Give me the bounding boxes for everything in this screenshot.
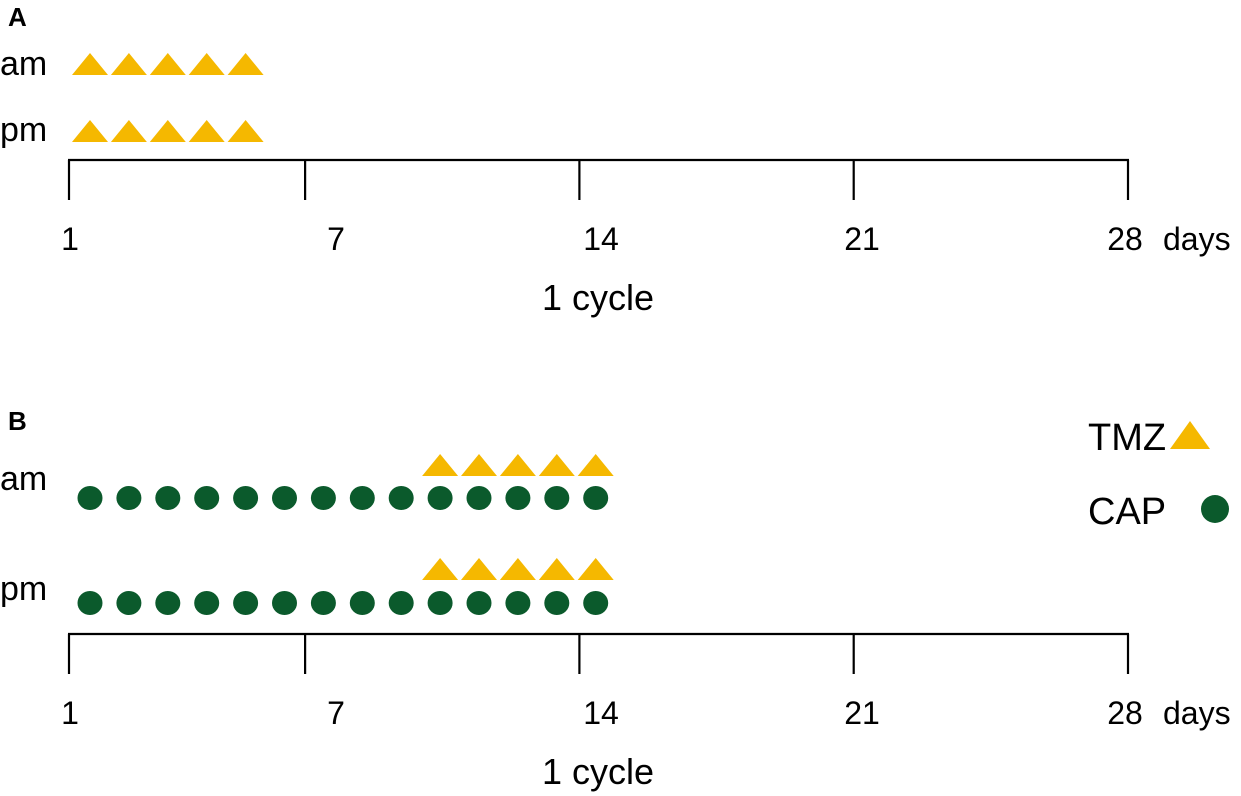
cap-dose-day-6 — [272, 486, 297, 510]
legend-tmz-triangle-icon — [1170, 421, 1210, 449]
tick-label-1: 1 — [61, 695, 79, 731]
panel-b-am-marks — [77, 454, 614, 510]
panel-a-timeline-axis — [67, 158, 1130, 200]
cap-dose-day-1 — [77, 591, 103, 615]
tmz-dose-day-11 — [461, 558, 497, 580]
tmz-dose-day-13 — [538, 558, 575, 580]
tmz-dose-day-3 — [149, 53, 186, 75]
panel-a: A am pm 1 7 14 21 28 days 1 cycle — [0, 2, 1231, 318]
cap-dose-day-13 — [544, 591, 570, 615]
tmz-dose-day-5 — [227, 120, 264, 142]
cap-dose-day-2 — [116, 486, 142, 510]
axis-unit-days: days — [1163, 695, 1231, 731]
tick-label-14: 14 — [583, 221, 619, 257]
tmz-dose-day-14 — [577, 454, 614, 476]
cap-dose-day-11 — [466, 486, 492, 510]
tick-label-21: 21 — [844, 695, 880, 731]
cap-dose-day-7 — [310, 591, 336, 615]
tmz-dose-day-11 — [461, 454, 497, 476]
panel-b-timeline-axis — [67, 632, 1130, 674]
panel-b: B am pm 1 7 14 21 28 days 1 cycle — [0, 406, 1231, 792]
cap-dose-day-8 — [349, 591, 375, 615]
legend-cap-circle-icon — [1201, 495, 1229, 523]
cap-dose-day-2 — [116, 591, 142, 615]
panel-a-pm-marks — [72, 120, 264, 142]
cap-dose-day-3 — [155, 486, 181, 510]
row-label-am: am — [0, 45, 47, 83]
tmz-dose-day-4 — [188, 120, 225, 142]
tick-label-14: 14 — [583, 695, 619, 731]
cap-dose-day-4 — [194, 486, 220, 510]
cap-dose-day-9 — [388, 486, 414, 510]
panel-a-am-marks — [72, 53, 264, 75]
cycle-caption: 1 cycle — [542, 751, 654, 792]
tmz-dose-day-2 — [110, 120, 147, 142]
cap-dose-day-11 — [466, 591, 492, 615]
cycle-caption: 1 cycle — [542, 277, 654, 318]
cap-dose-day-10 — [427, 591, 453, 615]
tmz-dose-day-10 — [422, 454, 459, 476]
cap-dose-day-5 — [233, 486, 259, 510]
tmz-dose-day-12 — [499, 558, 536, 580]
cap-dose-day-12 — [505, 591, 531, 615]
axis-unit-days: days — [1163, 221, 1231, 257]
cap-dose-day-6 — [272, 591, 297, 615]
tmz-dose-day-3 — [149, 120, 186, 142]
cap-dose-day-9 — [388, 591, 414, 615]
legend-label-tmz: TMZ — [1088, 417, 1166, 459]
cap-dose-day-13 — [544, 486, 570, 510]
panel-letter-b: B — [8, 406, 27, 436]
cap-dose-day-12 — [505, 486, 531, 510]
cap-dose-day-14 — [583, 591, 609, 615]
tmz-dose-day-13 — [538, 454, 575, 476]
legend: TMZ CAP — [1088, 417, 1229, 533]
tick-label-21: 21 — [844, 221, 880, 257]
cap-dose-day-8 — [349, 486, 375, 510]
cap-dose-day-10 — [427, 486, 453, 510]
tick-label-28: 28 — [1107, 221, 1143, 257]
row-label-pm: pm — [0, 570, 47, 608]
tmz-dose-day-4 — [188, 53, 225, 75]
cap-dose-day-5 — [233, 591, 259, 615]
panel-b-pm-marks — [77, 558, 614, 615]
tmz-dose-day-5 — [227, 53, 264, 75]
tmz-dose-day-1 — [72, 120, 108, 142]
tick-label-7: 7 — [327, 221, 345, 257]
row-label-am: am — [0, 460, 47, 498]
tmz-dose-day-14 — [577, 558, 614, 580]
tick-label-7: 7 — [327, 695, 345, 731]
legend-label-cap: CAP — [1088, 491, 1166, 533]
tick-label-28: 28 — [1107, 695, 1143, 731]
cap-dose-day-14 — [583, 486, 609, 510]
tmz-dose-day-12 — [499, 454, 536, 476]
tmz-dose-day-1 — [72, 53, 108, 75]
panel-letter-a: A — [8, 2, 27, 32]
tmz-dose-day-10 — [422, 558, 459, 580]
row-label-pm: pm — [0, 111, 47, 149]
cap-dose-day-4 — [194, 591, 220, 615]
cap-dose-day-3 — [155, 591, 181, 615]
triangle-icon — [1170, 421, 1210, 449]
tick-label-1: 1 — [61, 221, 79, 257]
circle-icon — [1201, 495, 1229, 523]
cap-dose-day-7 — [310, 486, 336, 510]
tmz-dose-day-2 — [110, 53, 147, 75]
cap-dose-day-1 — [77, 486, 103, 510]
